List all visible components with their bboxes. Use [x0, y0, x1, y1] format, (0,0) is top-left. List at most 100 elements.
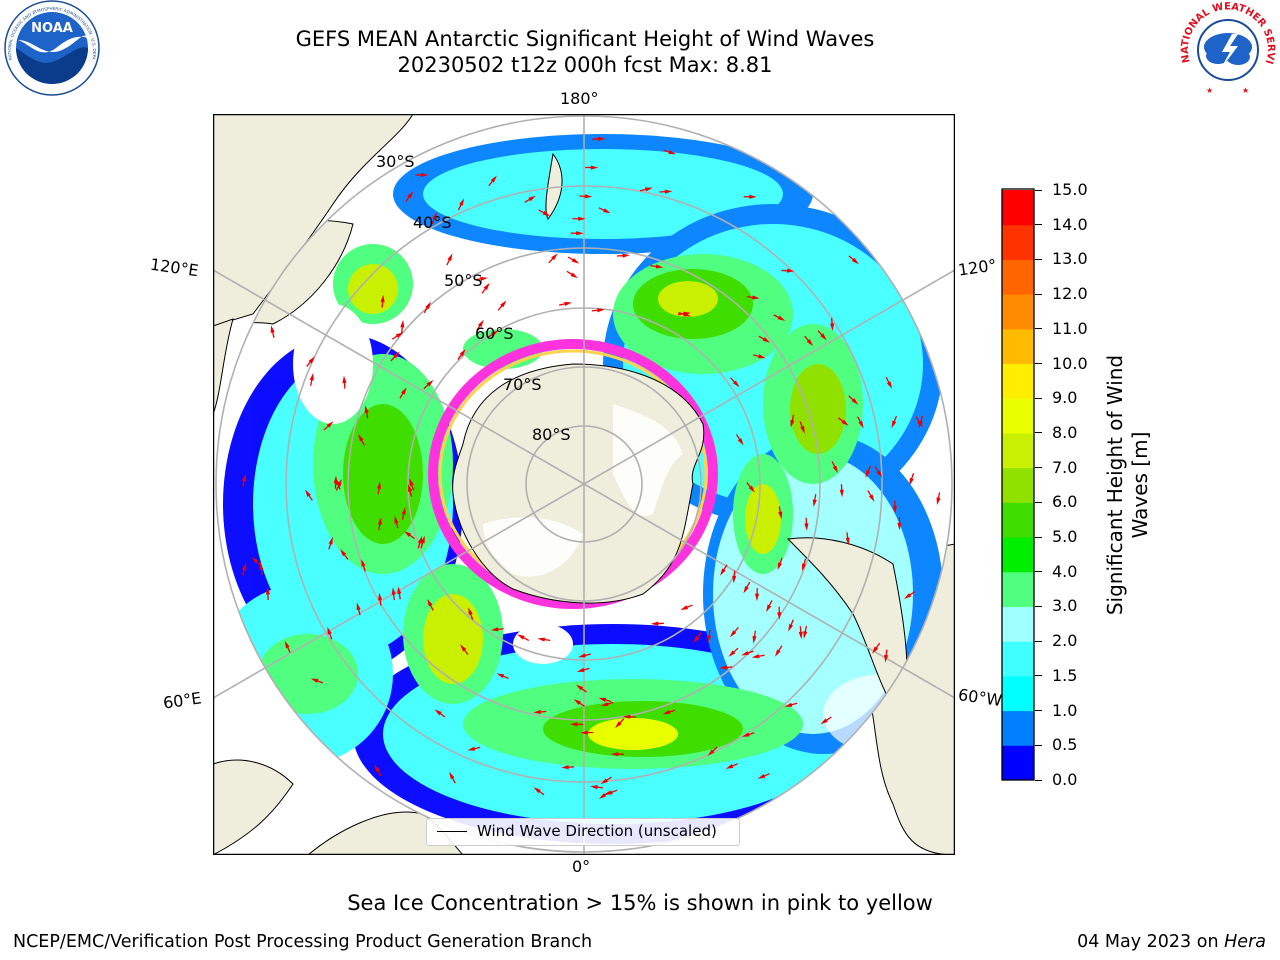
wind-arrow-head: [597, 308, 605, 313]
wind-arrow-head: [361, 558, 366, 567]
wind-arrow-head: [886, 381, 893, 389]
wind-arrow-head: [917, 420, 924, 428]
wind-arrow-head: [668, 150, 677, 155]
lat-label-70s: 70°S: [503, 375, 542, 394]
wind-arrow-head: [841, 419, 849, 426]
wind-arrow-head: [758, 354, 766, 359]
wind-arrow-head: [328, 536, 333, 545]
colorbar-segment: [1002, 467, 1034, 503]
wind-arrow-head: [872, 646, 879, 654]
colorbar-label: Significant Height of Wind Waves [m]: [1103, 354, 1152, 616]
wind-arrow-head: [420, 535, 425, 544]
wind-arrow-head: [397, 586, 402, 595]
wind-arrow-head: [401, 507, 406, 515]
svg-text:★: ★: [1206, 86, 1213, 95]
wind-arrow-head: [533, 787, 541, 794]
wind-arrow-head: [662, 709, 671, 715]
wind-arrow-head: [380, 294, 385, 303]
wind-arrow-head: [615, 721, 622, 729]
colorbar-tick-mark: [1035, 536, 1042, 538]
wind-arrow-head: [784, 702, 793, 707]
wind-arrow-head: [401, 387, 407, 395]
wind-arrow-head: [500, 300, 507, 308]
wind-arrow-head: [766, 604, 772, 613]
wind-arrow-head: [610, 752, 619, 757]
footer-credit: NCEP/EMC/Verification Post Processing Pr…: [13, 932, 593, 952]
wind-arrow-head: [800, 425, 805, 434]
chart-title: GEFS MEAN Antarctic Significant Height o…: [295, 27, 875, 51]
colorbar-tick-mark: [1035, 363, 1042, 365]
wind-arrow-head: [599, 792, 607, 799]
wind-arrow-head: [358, 433, 364, 442]
wind-arrow-head: [310, 678, 319, 683]
colorbar-tick-mark: [1035, 675, 1042, 677]
lat-label-40s: 40°S: [413, 213, 452, 232]
colorbar-tick-label: 1.0: [1052, 700, 1078, 720]
wind-arrow-head: [333, 475, 338, 484]
colorbar-segment: [1002, 398, 1034, 434]
colorbar-tick-mark: [1035, 293, 1042, 295]
colorbar-tick-mark: [1035, 571, 1042, 573]
wind-arrow-head: [720, 568, 726, 576]
wind-arrow-head: [891, 420, 897, 429]
wind-arrow-head: [868, 494, 875, 502]
wind-arrow-head: [590, 165, 599, 170]
wind-arrow-head: [400, 319, 405, 328]
wind-arrow-head: [570, 272, 578, 279]
wind-arrow-head: [575, 684, 584, 691]
wind-arrow-head: [680, 605, 689, 610]
svg-text:★: ★: [1242, 86, 1249, 95]
wind-arrow-head: [427, 598, 433, 607]
wind-arrow-head: [356, 602, 361, 611]
wind-arrow-head: [265, 586, 270, 595]
colorbar-segment: [1002, 537, 1034, 573]
wind-arrow-head: [820, 333, 827, 341]
colorbar-tick-label: 8.0: [1052, 422, 1078, 442]
wind-arrow-head: [801, 563, 807, 572]
wind-arrow-head: [533, 709, 541, 714]
wind-arrow-head: [806, 339, 814, 347]
wind-arrow-head: [755, 593, 760, 602]
colorbar-segment: [1002, 259, 1034, 295]
wind-arrow-head: [741, 651, 749, 656]
lon-label-120e: 120°E: [148, 254, 200, 281]
wind-arrow-head: [528, 195, 536, 202]
wind-arrow-head: [707, 635, 712, 643]
colorbar-tick-mark: [1035, 224, 1042, 226]
noaa-text: NOAA: [31, 21, 73, 36]
wind-arrow-head: [571, 258, 580, 264]
wind-arrow-head: [749, 194, 757, 199]
wind-arrow-head: [737, 437, 744, 446]
wind-arrow-head: [407, 191, 414, 199]
wind-arrow-head: [394, 515, 399, 524]
colorbar-tick-label: 1.5: [1052, 665, 1078, 685]
wind-arrow-head: [936, 497, 941, 506]
colorbar-tick-mark: [1035, 605, 1042, 607]
wind-arrows: [241, 136, 941, 799]
colorbar-tick-label: 11.0: [1052, 318, 1088, 338]
wind-arrow-head: [603, 208, 611, 214]
colorbar-tick-label: 2.0: [1052, 631, 1078, 651]
wind-arrow-head: [751, 654, 760, 659]
wind-arrow-head: [551, 253, 558, 261]
wind-arrow-head: [741, 732, 750, 737]
wind-arrow-head: [600, 701, 609, 707]
colorbar-tick-label: 9.0: [1052, 388, 1078, 408]
wind-arrow-head: [786, 268, 795, 273]
wind-arrow-head: [327, 626, 332, 635]
wind-arrow-head: [683, 312, 691, 317]
wind-arrow-head: [564, 301, 572, 306]
wind-arrow-head: [777, 612, 782, 620]
wind-arrow-head: [578, 653, 586, 658]
wind-arrow-head: [326, 421, 334, 428]
colorbar-segment: [1002, 745, 1034, 781]
colorbar-tick-label: 3.0: [1052, 596, 1078, 616]
wind-arrow-head: [892, 506, 897, 514]
wind-arrow-head: [600, 778, 608, 785]
colorbar-tick-label: 10.0: [1052, 353, 1088, 373]
wind-arrow-head: [573, 699, 581, 705]
wind-arrow-head: [517, 634, 525, 640]
wind-arrow-head: [812, 499, 817, 508]
wind-arrow-head: [449, 771, 455, 780]
wind-arrow-head: [270, 325, 275, 333]
